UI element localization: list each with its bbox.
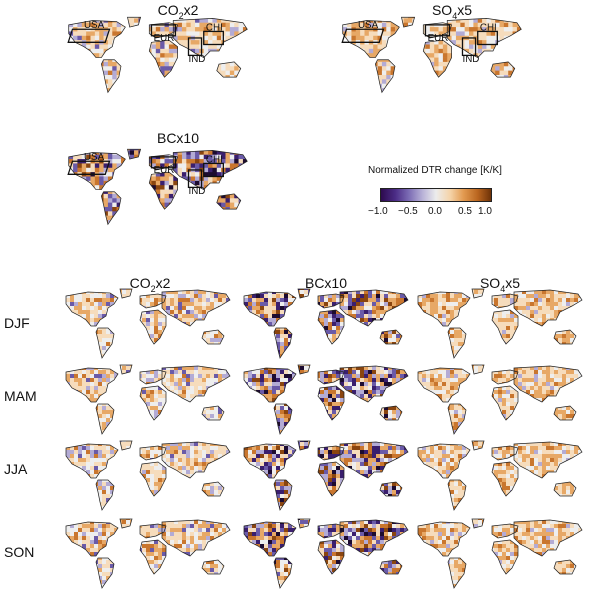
map-so4x5-son [410, 516, 590, 596]
region-box-usa [341, 28, 385, 43]
region-label-eur: EUR [154, 165, 175, 176]
region-label-eur: EUR [428, 33, 449, 44]
region-box-usa [67, 28, 111, 43]
region-box-ind [461, 37, 477, 57]
world-map-so4x5: USA EUR CHI IND [341, 16, 522, 94]
map-panel-bcx10: BCx10 USA EUR CHI IND [60, 128, 256, 258]
map-co2x2-djf [58, 286, 238, 366]
region-label-ind: IND [462, 54, 479, 65]
region-box-ind [187, 169, 203, 189]
region-box-eur [150, 156, 177, 169]
map-panel-co2x2: CO2x2 USA EUR CHI IND [60, 0, 256, 112]
region-label-eur: EUR [154, 33, 175, 44]
region-label-usa: USA [84, 20, 105, 31]
map-bcx10-jja [236, 438, 416, 518]
map-co2x2-mam [58, 362, 238, 442]
region-label-chi: CHI [480, 22, 497, 33]
map-bcx10-son [236, 516, 416, 596]
column-title-bcx10: BCx10 [304, 275, 348, 291]
colorbar-tick: 0.0 [428, 206, 442, 217]
panel-title-co2x2: CO2x2 [157, 2, 199, 21]
colorbar-tick: 1.0 [478, 206, 492, 217]
panel-title-bcx10: BCx10 [156, 130, 200, 146]
region-label-ind: IND [188, 54, 205, 65]
colorbar-tick: −1.0 [368, 206, 388, 217]
colorbar-tick: 0.5 [458, 206, 472, 217]
colorbar-tick: −0.5 [398, 206, 418, 217]
panel-title-so4x5: SO4x5 [431, 2, 473, 21]
column-title-so4x5: SO4x5 [479, 275, 521, 294]
region-box-usa [67, 160, 111, 175]
region-box-chi [203, 30, 224, 46]
column-title-co2x2: CO2x2 [129, 275, 171, 294]
region-label-usa: USA [84, 152, 105, 163]
row-label-mam: MAM [4, 388, 37, 404]
map-so4x5-djf [410, 286, 590, 366]
map-bcx10-mam [236, 362, 416, 442]
map-co2x2-jja [58, 438, 238, 518]
region-box-eur [424, 24, 451, 37]
region-box-chi [477, 30, 498, 46]
world-map-bcx10: USA EUR CHI IND [67, 148, 248, 226]
map-bcx10-djf [236, 286, 416, 366]
region-box-ind [187, 37, 203, 57]
region-label-chi: CHI [206, 22, 223, 33]
map-so4x5-jja [410, 438, 590, 518]
world-map-co2x2: USA EUR CHI IND [67, 16, 248, 94]
row-label-djf: DJF [4, 315, 30, 331]
colorbar-title: Normalized DTR change [K/K] [368, 165, 502, 176]
region-label-ind: IND [188, 186, 205, 197]
row-label-jja: JJA [4, 461, 28, 477]
row-label-son: SON [4, 544, 35, 560]
region-label-chi: CHI [206, 154, 223, 165]
colorbar [380, 188, 492, 202]
map-panel-so4x5: SO4x5 USA EUR CHI IND [334, 0, 530, 112]
region-box-chi [203, 162, 224, 178]
region-label-usa: USA [358, 20, 379, 31]
region-box-eur [150, 24, 177, 37]
map-so4x5-mam [410, 362, 590, 442]
map-co2x2-son [58, 516, 238, 596]
